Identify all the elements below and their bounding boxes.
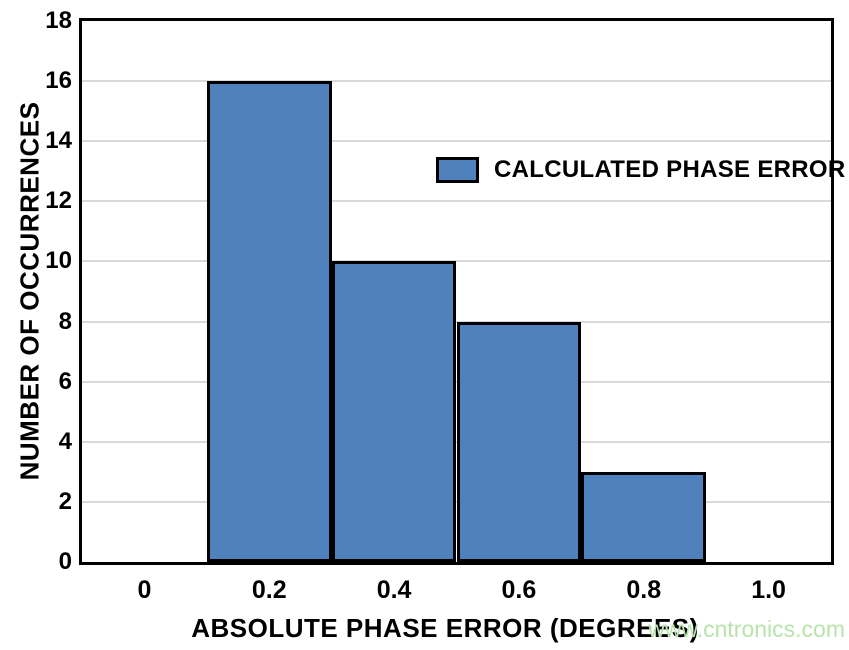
y-tick-label: 14: [45, 127, 72, 155]
gridline: [82, 200, 831, 203]
y-tick-label: 10: [45, 247, 72, 275]
gridline: [82, 320, 831, 323]
y-tick-label: 6: [58, 367, 72, 395]
gridline: [82, 260, 831, 263]
gridline: [82, 140, 831, 143]
histogram-bar: [456, 321, 582, 562]
histogram-bar: [581, 471, 707, 562]
x-axis-title: ABSOLUTE PHASE ERROR (DEGREES): [191, 613, 699, 643]
y-tick-label: 12: [45, 187, 72, 215]
legend: CALCULATED PHASE ERROR: [436, 156, 846, 184]
x-tick-label: 1.0: [751, 576, 786, 604]
histogram-bar: [206, 81, 332, 562]
plot-area: [79, 18, 834, 565]
y-tick-label: 18: [45, 7, 72, 34]
x-tick-label: 0.4: [376, 576, 412, 604]
y-tick-label: 2: [58, 487, 72, 515]
y-tick-label: 16: [45, 67, 72, 95]
y-tick-label: 4: [58, 427, 72, 455]
x-tick-label: 0.8: [626, 576, 662, 604]
y-axis-title: NUMBER OF OCCURRENCES: [14, 101, 45, 481]
legend-label: CALCULATED PHASE ERROR: [494, 156, 846, 183]
y-tick-label: 0: [58, 548, 72, 575]
histogram-bar: [331, 261, 457, 562]
x-tick-label: 0.2: [251, 576, 287, 604]
x-tick-label: 0: [137, 576, 152, 604]
y-tick-label: 8: [58, 307, 72, 335]
x-tick-label: 0.6: [501, 576, 537, 604]
watermark-text: www.cntronics.com: [648, 616, 845, 642]
legend-swatch: [436, 157, 479, 183]
gridline: [82, 80, 831, 83]
